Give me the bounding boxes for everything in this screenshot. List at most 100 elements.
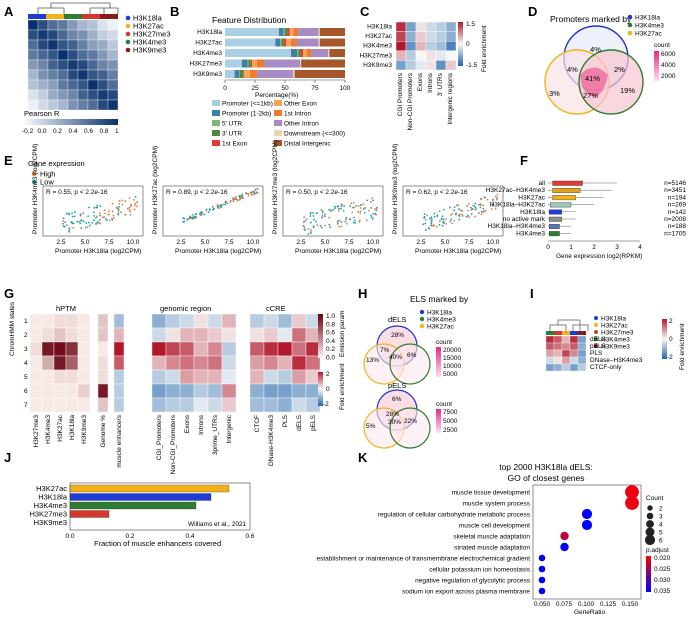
panel-e-point bbox=[133, 198, 135, 201]
panel-k-dots bbox=[538, 485, 639, 595]
panel-e-point bbox=[99, 218, 101, 221]
panel-e-point bbox=[438, 220, 441, 222]
panel-c-col-label: Non-CGI Promoters bbox=[407, 72, 414, 130]
panel-f-box bbox=[548, 209, 563, 215]
panel-e-point bbox=[453, 219, 456, 222]
panel-e-point bbox=[491, 201, 494, 204]
panel-e-legend-title: Gene expression bbox=[28, 159, 85, 168]
panel-k-x-label: GeneRatio bbox=[574, 609, 605, 616]
panel-e-point bbox=[329, 226, 332, 229]
panel-e-point bbox=[93, 211, 95, 214]
heatmap-cell bbox=[37, 29, 49, 41]
panel-g-muscle-label: muscle enhancers bbox=[116, 414, 123, 467]
panel-g-ccre-cell bbox=[305, 383, 321, 399]
heatmap-cell bbox=[47, 29, 59, 41]
panel-f-expression-boxplots: all n=5146 H3K27ac–H3K4me3 n=3451 H3K27ac n=1… bbox=[486, 180, 687, 260]
panel-k-count-label: 5 bbox=[659, 530, 663, 537]
panel-e-point bbox=[220, 206, 223, 209]
panel-g-emission-tick: 1.0 bbox=[326, 313, 335, 320]
panel-g-ccre-cell bbox=[305, 397, 321, 413]
panel-b-segment bbox=[264, 59, 300, 68]
panel-e-point bbox=[362, 203, 365, 206]
panel-g-emission-tick: 0.4 bbox=[326, 338, 335, 345]
heatmap-cell bbox=[47, 89, 59, 101]
panel-e-point bbox=[338, 226, 341, 228]
heatmap-cell bbox=[97, 99, 109, 111]
panel-i-cell bbox=[553, 356, 563, 365]
panel-d-label-h3k18la: H3K18la bbox=[635, 15, 660, 22]
panel-e-point bbox=[433, 215, 436, 218]
panel-e-point bbox=[430, 219, 433, 222]
panel-e-point bbox=[241, 193, 243, 196]
panel-g-state-label: 5 bbox=[24, 374, 28, 381]
panel-g-state-label: 1 bbox=[24, 318, 28, 325]
heatmap-cell bbox=[107, 99, 119, 111]
panel-b-segment bbox=[287, 28, 290, 36]
panel-b-segment bbox=[225, 49, 291, 57]
panel-f-count: n=3451 bbox=[664, 187, 686, 194]
panel-e-point bbox=[365, 219, 368, 222]
panel-j-bar bbox=[69, 510, 110, 518]
panel-h-count1-colorbar bbox=[436, 347, 441, 377]
panel-a-colorbar-h3k27ac bbox=[46, 14, 64, 19]
panel-g-region-cell bbox=[165, 369, 181, 385]
panel-i-dendrogram bbox=[549, 319, 589, 331]
pels-circle-h3k4me3 bbox=[389, 407, 431, 449]
panel-i-tick-2: -2 bbox=[667, 354, 673, 361]
panel-e-scatterplots: Gene expression High Low R = 0.55, p < 2… bbox=[28, 140, 504, 255]
panel-g-hptm-cell bbox=[53, 341, 67, 357]
panel-e-point bbox=[328, 224, 331, 226]
panel-b-legend-swatch bbox=[274, 120, 282, 126]
panel-b-segment bbox=[225, 38, 276, 47]
panel-g-genome-cell bbox=[97, 327, 109, 343]
panel-b-segment bbox=[247, 59, 249, 68]
panel-g-region-cell bbox=[151, 383, 167, 399]
panel-e-point bbox=[118, 202, 121, 205]
panel-b-segment bbox=[225, 59, 242, 68]
panel-e-point bbox=[68, 229, 71, 232]
panel-k-term: muscle system process bbox=[462, 501, 530, 508]
panel-g-hptm-cell bbox=[41, 313, 55, 329]
panel-b-segment bbox=[225, 28, 279, 36]
panel-k-term: sodium ion export across plasma membrane bbox=[402, 589, 530, 596]
panel-e-point bbox=[336, 221, 339, 224]
panel-e-point bbox=[451, 222, 454, 225]
panel-e-point bbox=[494, 195, 497, 198]
panel-g-genome-label: Genome % bbox=[100, 415, 107, 448]
panel-g-region-cell bbox=[151, 341, 167, 357]
panel-a-legend-title: Pearson R bbox=[24, 109, 60, 118]
panel-i-cell bbox=[561, 335, 571, 344]
panel-e-point bbox=[68, 212, 70, 215]
panel-g-ccre-cell bbox=[305, 341, 321, 357]
panel-label-h: H bbox=[358, 286, 367, 301]
panel-e-point bbox=[453, 206, 456, 209]
panel-e-point bbox=[474, 202, 477, 205]
heatmap-cell bbox=[97, 79, 109, 91]
panel-k-term: striated muscle adaptation bbox=[454, 545, 530, 552]
panel-e-point bbox=[305, 218, 308, 221]
panel-h-count2-colorbar bbox=[436, 409, 441, 433]
panel-b-segment bbox=[289, 28, 294, 36]
panel-c-cell bbox=[395, 41, 407, 52]
panel-e-point bbox=[458, 215, 461, 218]
panel-b-x-ticks: 0 25 50 75 100 bbox=[223, 80, 351, 92]
panel-e-point bbox=[474, 208, 477, 211]
panel-f-row-label: H3K4me3 bbox=[516, 230, 545, 237]
panel-e-stat: R = 0.50, p < 2.2e-16 bbox=[286, 189, 348, 196]
panel-i-row-label: DNase–H3K4me3 bbox=[590, 357, 643, 364]
panel-b-segment bbox=[300, 49, 303, 57]
heatmap-cell bbox=[27, 49, 39, 61]
panel-b-legend-label: Promoter (<=1kb) bbox=[222, 101, 273, 108]
panel-label-f: F bbox=[520, 153, 528, 168]
panel-b-segment bbox=[328, 49, 330, 57]
panel-e-point bbox=[76, 220, 79, 223]
panel-g-region-cell bbox=[221, 355, 237, 371]
panel-e-point bbox=[450, 214, 452, 216]
panel-k-dot bbox=[538, 576, 546, 584]
panel-g-state-label: 4 bbox=[24, 360, 28, 367]
panel-k-dot bbox=[560, 531, 569, 541]
panel-b-segment bbox=[306, 49, 312, 57]
panel-i-cell bbox=[545, 356, 555, 365]
panel-g-region-cell bbox=[151, 313, 167, 329]
panel-e-point bbox=[316, 224, 319, 226]
